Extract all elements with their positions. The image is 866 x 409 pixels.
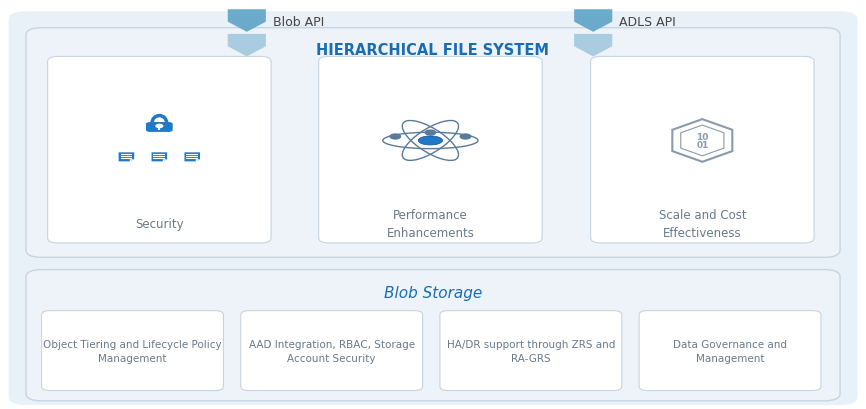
Circle shape	[425, 131, 436, 136]
Text: Blob API: Blob API	[273, 16, 324, 29]
Circle shape	[156, 125, 163, 128]
FancyBboxPatch shape	[146, 123, 172, 133]
Text: Performance
Enhancements: Performance Enhancements	[386, 208, 475, 239]
FancyBboxPatch shape	[9, 12, 857, 405]
Polygon shape	[196, 160, 200, 162]
FancyBboxPatch shape	[48, 57, 271, 243]
Text: AAD Integration, RBAC, Storage
Account Security: AAD Integration, RBAC, Storage Account S…	[249, 339, 415, 363]
Polygon shape	[152, 153, 167, 162]
Polygon shape	[119, 153, 134, 162]
Text: ADLS API: ADLS API	[619, 16, 676, 29]
Text: 01: 01	[696, 141, 708, 150]
Polygon shape	[228, 10, 266, 33]
Text: Data Governance and
Management: Data Governance and Management	[673, 339, 787, 363]
Polygon shape	[163, 160, 167, 162]
Text: Blob Storage: Blob Storage	[384, 285, 482, 300]
FancyBboxPatch shape	[591, 57, 814, 243]
Text: Scale and Cost
Effectiveness: Scale and Cost Effectiveness	[658, 208, 746, 239]
FancyBboxPatch shape	[26, 29, 840, 258]
FancyBboxPatch shape	[440, 311, 622, 391]
Text: HA/DR support through ZRS and
RA-GRS: HA/DR support through ZRS and RA-GRS	[447, 339, 615, 363]
Circle shape	[391, 135, 401, 139]
Polygon shape	[574, 35, 612, 57]
Polygon shape	[228, 35, 266, 57]
Circle shape	[460, 135, 470, 139]
FancyBboxPatch shape	[319, 57, 542, 243]
FancyBboxPatch shape	[639, 311, 821, 391]
FancyBboxPatch shape	[26, 270, 840, 401]
Text: Object Tiering and Lifecycle Policy
Management: Object Tiering and Lifecycle Policy Mana…	[43, 339, 222, 363]
FancyBboxPatch shape	[42, 311, 223, 391]
Text: HIERARCHICAL FILE SYSTEM: HIERARCHICAL FILE SYSTEM	[316, 43, 550, 57]
Text: 10: 10	[696, 133, 708, 142]
Text: Security: Security	[135, 217, 184, 230]
Ellipse shape	[418, 137, 443, 146]
Polygon shape	[184, 153, 200, 162]
Polygon shape	[130, 160, 134, 162]
FancyBboxPatch shape	[241, 311, 423, 391]
Polygon shape	[574, 10, 612, 33]
